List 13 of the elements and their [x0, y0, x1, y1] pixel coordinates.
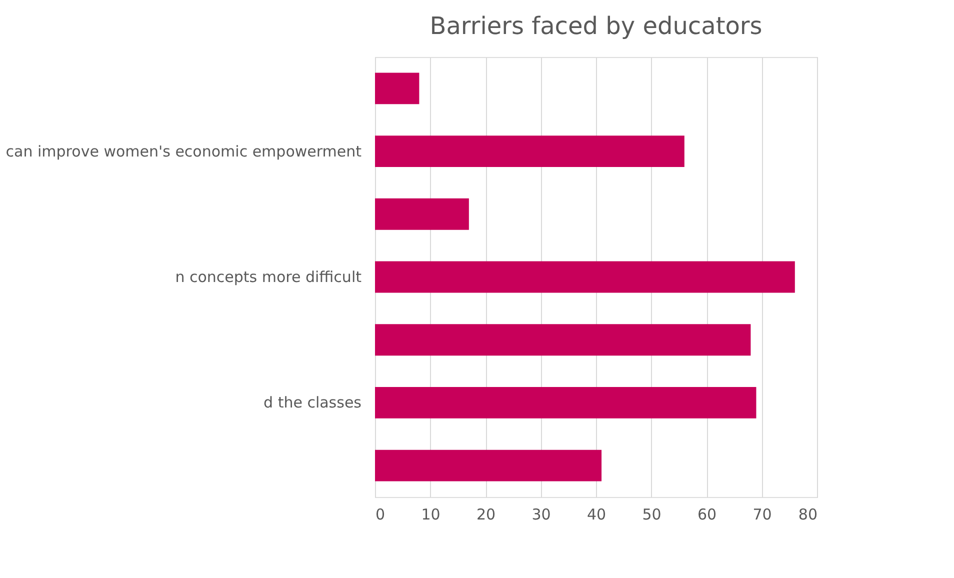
- x-tick-label: 80: [798, 506, 818, 524]
- x-tick-label: 50: [642, 506, 662, 524]
- x-tick-label: 30: [532, 506, 551, 524]
- y-tick-label: d the classes: [264, 394, 362, 412]
- x-tick-label: 10: [421, 506, 440, 524]
- x-tick-label: 0: [376, 506, 386, 524]
- y-tick-label: can improve women's economic empowerment: [6, 142, 362, 160]
- x-tick-label: 20: [476, 506, 496, 524]
- x-tick-label: 40: [586, 506, 606, 524]
- y-tick-label: n concepts more difficult: [175, 268, 362, 286]
- x-tick-label: 70: [752, 506, 772, 524]
- chart-title: Barriers faced by educators: [430, 12, 762, 40]
- x-tick-label: 60: [697, 506, 717, 524]
